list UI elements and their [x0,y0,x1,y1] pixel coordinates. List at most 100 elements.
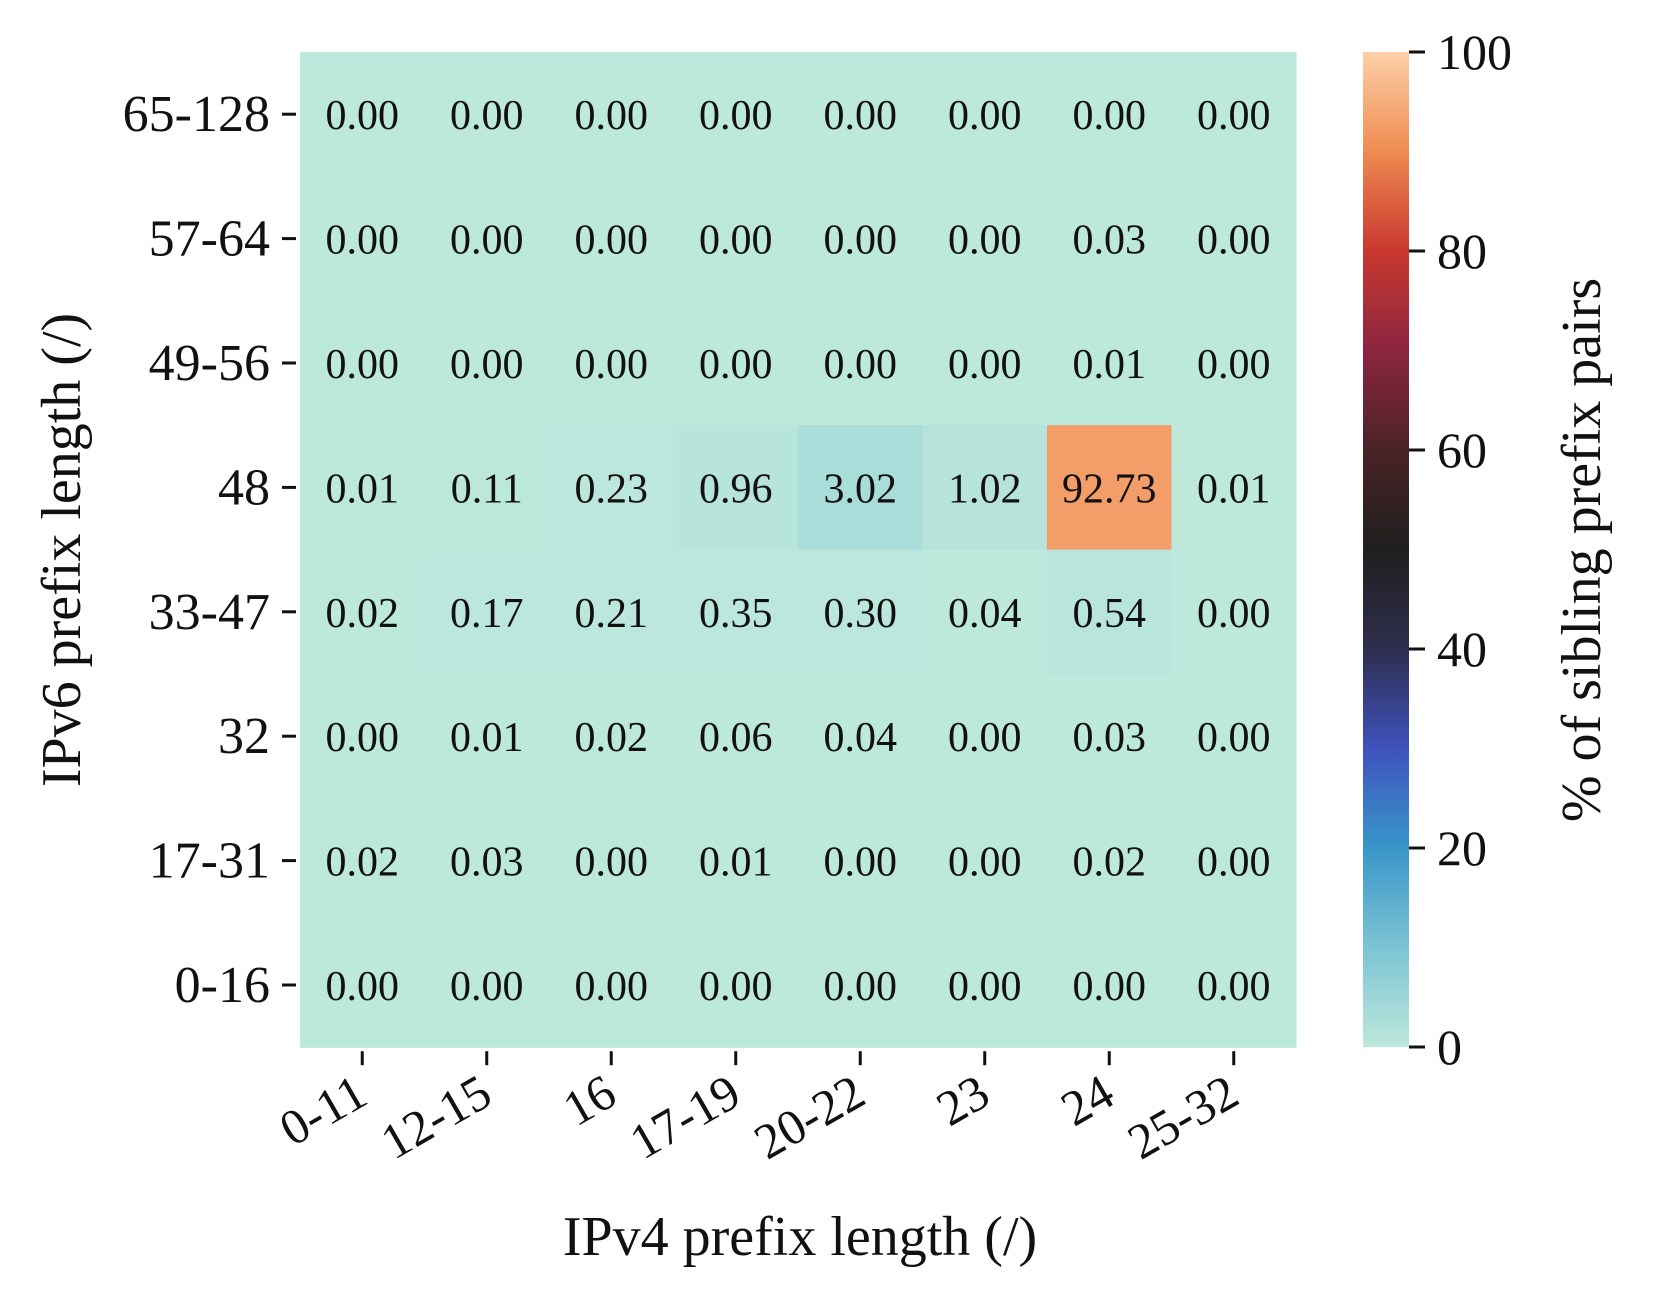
cell-value-label: 0.21 [575,591,649,637]
cell-value-label: 0.11 [451,466,523,512]
cell-value-label: 0.00 [699,218,773,264]
heatmap-cell [798,176,924,302]
cell-value-label: 0.00 [824,964,898,1010]
heatmap-cell [922,674,1048,799]
y-tick-label: 65-128 [123,86,270,143]
cell-value-label: 0.00 [326,93,400,139]
heatmap-cell [673,798,799,924]
cell-value-label: 0.00 [1197,591,1271,637]
heatmap-cell [673,674,799,799]
cell-value-label: 0.02 [326,591,400,637]
heatmap-cell [922,425,1048,551]
heatmap-cell [549,922,675,1048]
heatmap-cell [1171,52,1297,177]
heatmap-cell [1171,922,1297,1048]
cell-value-label: 0.00 [450,93,524,139]
heatmap-cell [1047,52,1173,177]
cell-value-label: 0.30 [824,591,898,637]
heatmap-cell [1047,549,1173,675]
cell-value-label: 0.00 [948,964,1022,1010]
cell-value-label: 0.02 [575,715,649,761]
cell-value-label: 0.00 [575,840,649,886]
cell-value-label: 0.00 [1197,715,1271,761]
colorbar: 0 20 40 60 80 100 [1363,24,1512,1075]
heatmap-cell [549,300,675,426]
cell-value-label: 0.23 [575,466,649,512]
cell-value-label: 0.00 [575,964,649,1010]
cell-value-label: 0.01 [1073,342,1147,388]
heatmap-cell [424,674,550,799]
cell-value-label: 0.00 [1197,840,1271,886]
cell-value-label: 0.00 [948,840,1022,886]
heatmap-cell [424,300,550,426]
y-tick-label: 32 [218,708,270,765]
x-axis-title: IPv4 prefix length (/) [563,1206,1037,1268]
heatmap-cell [673,922,799,1048]
cell-value-label: 0.00 [1197,93,1271,139]
heatmap-cell [673,300,799,426]
cell-value-label: 0.00 [699,964,773,1010]
cell-value-label: 0.01 [699,840,773,886]
heatmap-cell [1171,798,1297,924]
cell-value-label: 0.03 [1073,218,1147,264]
colorbar-tick-label: 100 [1437,24,1512,80]
cell-value-label: 0.06 [699,715,773,761]
heatmap-cell [300,922,426,1048]
x-tick-label: 23 [927,1063,998,1136]
x-tick-label: 17-19 [620,1063,749,1170]
cell-value-label: 0.04 [824,715,898,761]
heatmap-cell [922,922,1048,1048]
heatmap-cell [1171,674,1297,799]
cell-value-label: 0.00 [948,218,1022,264]
cell-value-label: 0.00 [1073,93,1147,139]
cell-value-label: 1.02 [948,466,1022,512]
colorbar-tick-label: 0 [1437,1019,1462,1075]
cell-value-label: 3.02 [824,466,898,512]
heatmap-cell [424,52,550,177]
heatmap-cell [1047,674,1173,799]
heatmap-cell [300,549,426,675]
x-tick-label: 0-11 [270,1063,376,1156]
heatmap-cell [673,549,799,675]
cell-value-label: 0.04 [948,591,1022,637]
heatmap-cell [424,425,550,551]
cell-labels: 0.00 0.00 0.00 0.00 0.00 0.00 0.00 0.00 0.00 0.00… [326,93,1271,1010]
heatmap-cell [798,300,924,426]
cell-value-label: 0.54 [1073,591,1147,637]
y-tick-label: 49-56 [149,335,270,392]
heatmap-cell [798,52,924,177]
heatmap-cell [300,52,426,177]
heatmap-cell [549,549,675,675]
cell-value-label: 0.01 [1197,466,1271,512]
y-tick-label: 57-64 [149,211,270,268]
heatmap-cell [1171,176,1297,302]
heatmap-cell [424,798,550,924]
heatmap-cell [922,52,1048,177]
cell-value-label: 0.03 [1073,715,1147,761]
cell-value-label: 0.00 [824,218,898,264]
heatmap-cell [798,425,924,551]
cell-value-label: 0.00 [326,715,400,761]
cell-value-label: 0.01 [450,715,524,761]
heatmap-cell [1047,176,1173,302]
heatmap-cell [798,922,924,1048]
y-tick-label: 0-16 [175,957,270,1014]
cell-value-label: 0.00 [948,93,1022,139]
y-axis-title: IPv6 prefix length (/) [31,313,93,787]
heatmap-cell [673,425,799,551]
heatmap-cell [922,176,1048,302]
heatmap-cell [922,549,1048,675]
heatmap-cell [300,674,426,799]
heatmap-cell [922,300,1048,426]
heatmap-cell [424,176,550,302]
heatmap-cell [1047,922,1173,1048]
heatmap-cell [1171,300,1297,426]
cell-value-label: 0.00 [575,93,649,139]
cell-value-label: 0.00 [450,218,524,264]
heatmap-cell [300,176,426,302]
heatmap-cell [798,549,924,675]
heatmap-cell [1047,798,1173,924]
colorbar-tick-label: 80 [1437,223,1487,279]
